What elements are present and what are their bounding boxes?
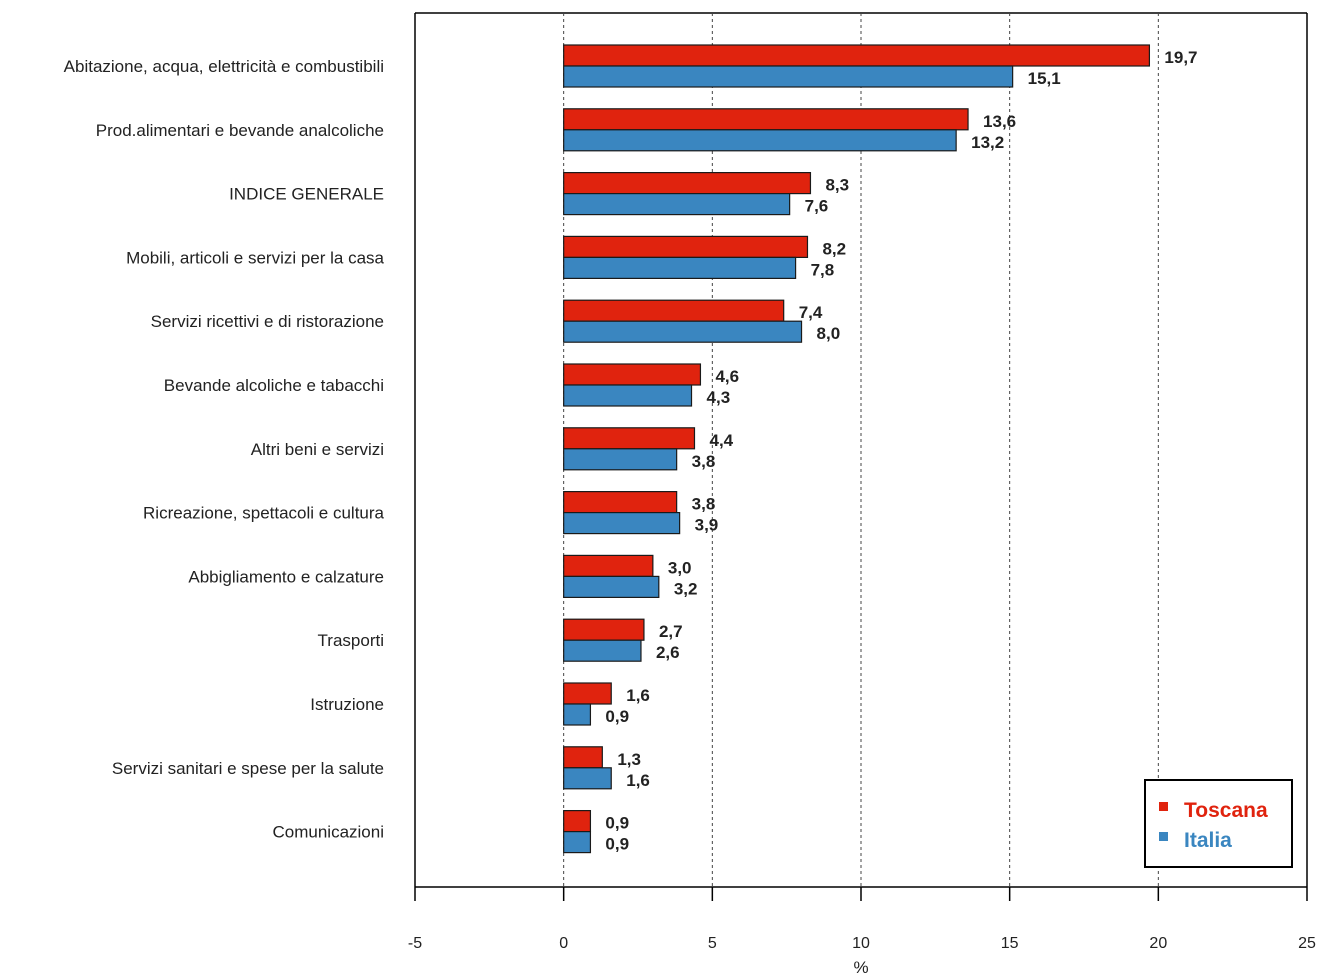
value-label-toscana: 13,6 [983, 112, 1016, 131]
category-label: Prod.alimentari e bevande analcoliche [96, 121, 384, 140]
bar-toscana [563, 682, 612, 705]
bar-toscana [563, 427, 696, 450]
x-tick-label: -5 [408, 935, 422, 952]
bar-italia [563, 767, 612, 790]
value-label-italia: 4,3 [707, 388, 731, 407]
x-tick-label: 10 [852, 935, 870, 952]
value-label-toscana: 0,9 [605, 814, 629, 833]
bar-toscana [563, 554, 654, 578]
bar-toscana [563, 809, 592, 833]
category-label: INDICE GENERALE [229, 185, 384, 204]
category-label: Ricreazione, spettacoli e cultura [143, 504, 385, 523]
x-axis: -5 0 5 10 15 20 25 [408, 886, 1316, 952]
legend-label-toscana: Toscana [1184, 799, 1268, 822]
bar-toscana [563, 44, 1151, 67]
value-label-toscana: 7,4 [799, 303, 823, 322]
value-label-toscana: 8,2 [822, 239, 846, 258]
category-labels: Abitazione, acqua, elettricità e combust… [64, 57, 385, 842]
bar-italia [563, 448, 678, 471]
category-label: Istruzione [310, 695, 384, 714]
legend: Toscana Italia [1144, 779, 1293, 868]
value-labels: 19,7 15,1 13,6 13,2 8,3 7,6 8,2 7,8 7,4 8,0 4,6 4,3… [605, 48, 1197, 854]
category-label: Comunicazioni [273, 823, 385, 842]
bar-toscana [563, 299, 785, 322]
value-label-toscana: 1,6 [626, 686, 650, 705]
category-label: Mobili, articoli e servizi per la casa [126, 248, 384, 267]
bar-italia [563, 830, 592, 854]
bar-toscana [563, 235, 809, 258]
x-tick-label: 5 [708, 935, 717, 952]
x-tick-label: 20 [1149, 935, 1167, 952]
value-label-italia: 7,6 [805, 197, 829, 216]
bars [563, 44, 1151, 854]
bar-italia [563, 575, 660, 599]
bar-italia [563, 511, 681, 535]
value-label-toscana: 3,0 [668, 558, 692, 577]
bar-toscana [563, 172, 812, 195]
category-label: Abbigliamento e calzature [188, 567, 384, 586]
value-label-italia: 7,8 [811, 260, 835, 279]
bar-italia [563, 129, 957, 152]
legend-swatch-italia [1159, 832, 1168, 841]
bar-toscana [563, 491, 678, 514]
value-label-italia: 1,6 [626, 771, 650, 790]
value-label-italia: 3,8 [692, 452, 716, 471]
x-tick-label: 25 [1298, 935, 1316, 952]
value-label-italia: 13,2 [971, 133, 1004, 152]
bar-italia [563, 320, 803, 343]
value-label-toscana: 4,4 [709, 431, 733, 450]
value-label-italia: 0,9 [605, 707, 629, 726]
bar-toscana [563, 618, 645, 641]
x-tick-label: 15 [1001, 935, 1019, 952]
bar-italia [563, 703, 592, 726]
category-label: Trasporti [318, 631, 384, 650]
legend-label-italia: Italia [1184, 829, 1232, 852]
x-tick-label: 0 [559, 935, 568, 952]
category-label: Servizi sanitari e spese per la salute [112, 759, 384, 778]
bar-italia [563, 65, 1014, 88]
value-label-toscana: 3,8 [692, 495, 716, 514]
x-axis-title: % [853, 958, 868, 977]
value-label-toscana: 4,6 [715, 367, 739, 386]
value-label-italia: 15,1 [1028, 69, 1061, 88]
bar-italia [563, 256, 797, 279]
value-label-italia: 2,6 [656, 643, 680, 662]
legend-swatch-toscana [1159, 802, 1168, 811]
bar-toscana [563, 363, 702, 386]
value-label-toscana: 19,7 [1164, 48, 1197, 67]
value-label-italia: 3,9 [695, 516, 719, 535]
value-label-italia: 0,9 [605, 835, 629, 854]
category-label: Servizi ricettivi e di ristorazione [151, 312, 384, 331]
category-label: Altri beni e servizi [251, 440, 384, 459]
legend-box [1144, 779, 1293, 868]
category-label: Bevande alcoliche e tabacchi [164, 376, 384, 395]
value-label-toscana: 2,7 [659, 622, 683, 641]
grid-lines [414, 12, 1308, 887]
value-label-italia: 3,2 [674, 579, 698, 598]
value-label-toscana: 8,3 [825, 176, 849, 195]
bar-toscana [563, 108, 969, 131]
bar-italia [563, 384, 693, 407]
bar-italia [563, 639, 642, 662]
value-label-italia: 8,0 [817, 324, 841, 343]
bar-italia [563, 193, 791, 216]
category-label: Abitazione, acqua, elettricità e combust… [64, 57, 384, 76]
value-label-toscana: 1,3 [617, 750, 641, 769]
bar-toscana [563, 746, 603, 769]
